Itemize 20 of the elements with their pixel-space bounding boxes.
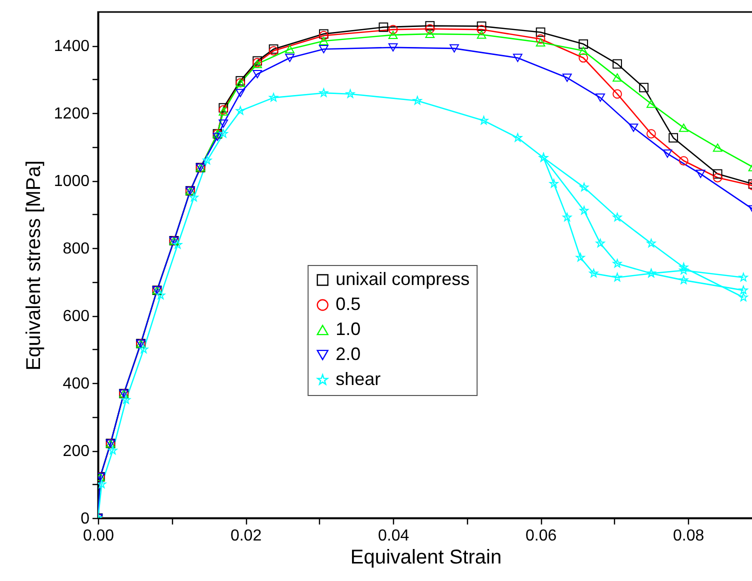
legend-label: 0.5 <box>336 294 361 314</box>
legend-label: 1.0 <box>336 319 361 339</box>
x-tick-label: 0.06 <box>525 528 557 544</box>
y-tick-label: 0 <box>80 510 90 528</box>
x-tick-label: 0.04 <box>378 528 410 544</box>
y-tick-label: 1400 <box>54 38 90 56</box>
y-tick-label: 600 <box>62 308 90 326</box>
y-tick-label: 1200 <box>54 106 90 123</box>
y-tick-label: 800 <box>62 240 90 258</box>
legend-label: unixail compress <box>336 269 470 289</box>
legend-label: 2.0 <box>336 344 361 364</box>
y-tick-label: 200 <box>62 443 90 460</box>
x-tick-label: 0.00 <box>82 528 114 544</box>
x-axis-title: Equivalent Strain <box>350 546 502 568</box>
y-tick-label: 1000 <box>54 173 90 190</box>
y-tick-label: 400 <box>62 376 90 393</box>
x-tick-label: 0.02 <box>230 528 262 544</box>
y-axis-title: Equivalent stress [MPa] <box>22 160 45 371</box>
x-tick-label: 0.08 <box>673 528 704 544</box>
legend-label: shear <box>336 369 381 389</box>
